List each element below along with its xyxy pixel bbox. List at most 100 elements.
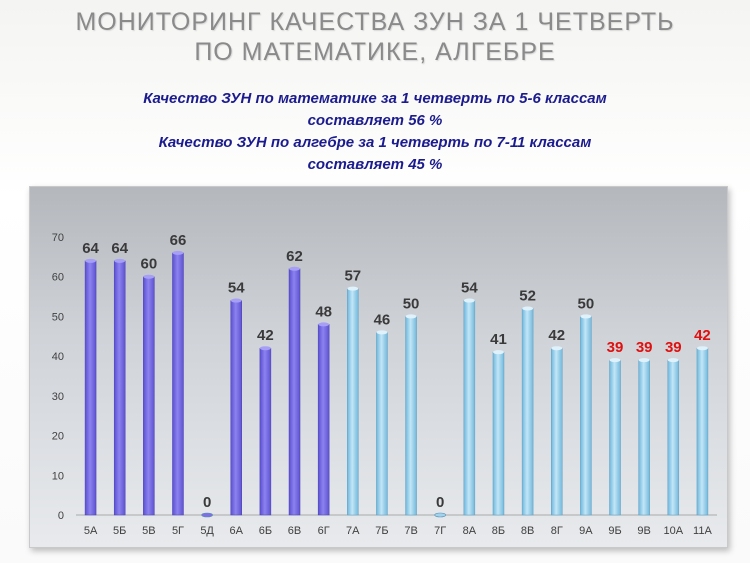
data-label: 50 bbox=[403, 295, 420, 312]
bar-zero bbox=[434, 512, 447, 518]
data-label: 54 bbox=[228, 280, 245, 297]
x-tick-label: 7Б bbox=[375, 525, 388, 537]
data-label: 62 bbox=[286, 248, 303, 265]
bar bbox=[230, 300, 242, 516]
bar-top-cap bbox=[347, 286, 359, 291]
bar bbox=[143, 276, 155, 516]
bar-top-cap bbox=[230, 298, 242, 303]
bar bbox=[376, 332, 388, 516]
x-tick-label: 5Г bbox=[172, 525, 184, 537]
data-label: 39 bbox=[636, 339, 653, 356]
title-line-1: МОНИТОРИНГ КАЧЕСТВА ЗУН ЗА 1 ЧЕТВЕРТЬ bbox=[75, 8, 675, 36]
data-label: 0 bbox=[203, 494, 211, 511]
y-tick-label: 40 bbox=[52, 351, 64, 363]
data-label: 64 bbox=[82, 240, 99, 257]
bar-top-cap bbox=[289, 266, 301, 271]
x-tick-label: 9Б bbox=[608, 525, 621, 537]
bar bbox=[492, 351, 505, 516]
data-label: 46 bbox=[374, 311, 391, 328]
data-label: 64 bbox=[111, 240, 128, 257]
y-tick-label: 20 bbox=[52, 431, 64, 443]
y-tick-label: 30 bbox=[52, 391, 64, 403]
bar-top-cap bbox=[522, 306, 534, 311]
data-label: 54 bbox=[461, 280, 478, 297]
data-label: 39 bbox=[607, 339, 624, 356]
x-tick-label: 7А bbox=[346, 525, 360, 537]
bar bbox=[172, 252, 184, 516]
bar bbox=[521, 308, 534, 516]
bar-top-cap bbox=[259, 346, 271, 351]
bar bbox=[84, 260, 97, 516]
data-label: 52 bbox=[519, 287, 536, 304]
bar-top-cap bbox=[143, 274, 155, 279]
bar bbox=[288, 268, 301, 516]
x-tick-label: 6Г bbox=[318, 525, 330, 537]
bar bbox=[667, 359, 680, 516]
bar bbox=[580, 316, 592, 516]
bar bbox=[463, 300, 476, 516]
data-label: 50 bbox=[578, 295, 595, 312]
x-tick-label: 8Б bbox=[492, 525, 505, 537]
x-tick-label: 9В bbox=[637, 525, 650, 537]
x-tick-label: 8Г bbox=[551, 525, 563, 537]
x-tick-label: 5В bbox=[142, 525, 155, 537]
data-label: 0 bbox=[436, 494, 444, 511]
subtitle-line-3: Качество ЗУН по алгебре за 1 четверть по… bbox=[158, 134, 592, 151]
y-tick-label: 60 bbox=[52, 272, 64, 284]
subtitle-line-4: составляет 45 % bbox=[307, 156, 443, 173]
bar-top-cap bbox=[638, 358, 650, 363]
y-tick-label: 10 bbox=[52, 470, 64, 482]
x-tick-label: 8А bbox=[463, 525, 477, 537]
x-tick-label: 6В bbox=[288, 525, 301, 537]
bar-top-cap bbox=[580, 314, 592, 319]
data-label: 57 bbox=[344, 268, 361, 285]
x-tick-label: 7Г bbox=[434, 525, 446, 537]
bar-zero bbox=[201, 512, 213, 518]
bar-top-cap bbox=[696, 346, 708, 351]
bar bbox=[317, 324, 330, 516]
data-label: 48 bbox=[315, 303, 332, 320]
bar-top-cap bbox=[85, 258, 97, 263]
title-line-2: ПО МАТЕМАТИКЕ, АЛГЕБРЕ bbox=[194, 38, 556, 66]
x-tick-label: 7В bbox=[404, 525, 417, 537]
x-tick-label: 6Б bbox=[259, 525, 272, 537]
subtitle-line-2: составляет 56 % bbox=[307, 112, 443, 129]
bar-top-cap bbox=[318, 322, 330, 327]
data-label: 66 bbox=[170, 232, 187, 249]
bar bbox=[113, 260, 126, 516]
bar bbox=[405, 316, 417, 516]
bar-top-cap bbox=[667, 358, 679, 363]
bar-top-cap bbox=[172, 250, 184, 255]
y-tick-label: 0 bbox=[58, 510, 64, 522]
bar bbox=[259, 347, 272, 516]
bar bbox=[551, 347, 563, 516]
y-tick-label: 50 bbox=[52, 311, 64, 323]
bar bbox=[609, 359, 621, 516]
bar-top-cap bbox=[492, 350, 504, 355]
x-tick-label: 10А bbox=[664, 525, 684, 537]
data-label: 39 bbox=[665, 339, 682, 356]
bar-top-cap bbox=[405, 314, 417, 319]
data-label: 42 bbox=[548, 327, 565, 344]
bar-top-cap bbox=[463, 298, 475, 303]
y-tick-label: 70 bbox=[52, 232, 64, 244]
x-tick-label: 5А bbox=[84, 525, 98, 537]
data-label: 42 bbox=[694, 327, 711, 344]
data-label: 41 bbox=[490, 331, 507, 348]
bar-top-cap bbox=[114, 258, 126, 263]
bar-top-cap bbox=[609, 358, 621, 363]
bar bbox=[638, 359, 650, 516]
x-tick-label: 11А bbox=[693, 525, 712, 537]
bar bbox=[347, 288, 359, 516]
data-label: 42 bbox=[257, 327, 274, 344]
x-tick-label: 9А bbox=[579, 525, 593, 537]
subtitle-line-1: Качество ЗУН по математике за 1 четверть… bbox=[143, 90, 607, 107]
bar bbox=[696, 347, 709, 516]
bar-top-cap bbox=[551, 346, 563, 351]
data-label: 60 bbox=[140, 256, 157, 273]
bar-top-cap bbox=[376, 330, 388, 335]
x-tick-label: 5Д bbox=[200, 525, 214, 537]
x-tick-label: 5Б bbox=[113, 525, 126, 537]
x-tick-label: 6А bbox=[230, 525, 244, 537]
